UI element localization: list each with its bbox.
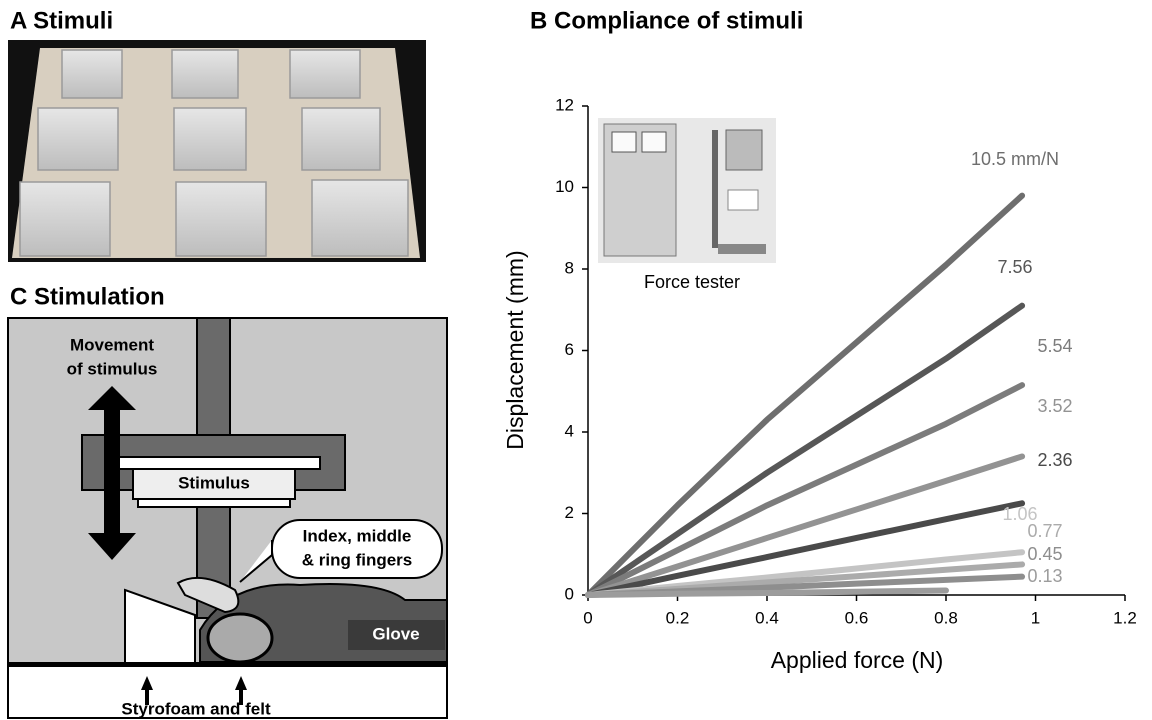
x-axis-label: Applied force (N) xyxy=(771,647,944,673)
movement-label: Movement xyxy=(70,335,154,354)
x-tick-label: 0.4 xyxy=(755,608,779,627)
y-tick-label: 12 xyxy=(555,95,574,114)
stimulus-label: Stimulus xyxy=(178,473,250,492)
series-label: 7.56 xyxy=(997,257,1032,277)
x-tick-label: 0.6 xyxy=(845,608,869,627)
y-tick-label: 6 xyxy=(565,340,574,359)
movement-label: of stimulus xyxy=(67,359,158,378)
chart-title: B Compliance of stimuli xyxy=(530,7,803,34)
y-axis-label: Displacement (mm) xyxy=(502,250,528,449)
inset-caption: Force tester xyxy=(644,272,740,292)
base-label: Styrofoam and felt xyxy=(121,699,271,718)
fingers-label: & ring fingers xyxy=(302,550,413,569)
series-label: 3.52 xyxy=(1037,396,1072,416)
y-tick-label: 0 xyxy=(565,584,574,603)
series-line xyxy=(588,385,1022,595)
y-tick-label: 8 xyxy=(565,258,574,277)
fingers-label: Index, middle xyxy=(303,526,412,545)
glove-label: Glove xyxy=(372,624,419,643)
figure: A Stimuli C Stimulation Movement of stim… xyxy=(0,0,1152,720)
y-tick-label: 2 xyxy=(565,503,574,522)
y-tick-label: 10 xyxy=(555,177,574,196)
x-tick-label: 1.2 xyxy=(1113,608,1137,627)
series-label: 0.77 xyxy=(1027,521,1062,541)
y-tick-label: 4 xyxy=(565,421,574,440)
series-label: 0.13 xyxy=(1027,566,1062,586)
panel-a-title: A Stimuli xyxy=(10,7,113,34)
series-label: 5.54 xyxy=(1037,336,1072,356)
x-tick-label: 0.8 xyxy=(934,608,958,627)
x-tick-label: 1 xyxy=(1031,608,1040,627)
series-label: 0.45 xyxy=(1027,544,1062,564)
stimuli-photo xyxy=(8,40,426,262)
x-tick-label: 0 xyxy=(583,608,592,627)
x-tick-label: 0.2 xyxy=(666,608,690,627)
force-tester-photo xyxy=(598,118,776,263)
panel-c-title: C Stimulation xyxy=(10,283,165,310)
series-label: 10.5 mm/N xyxy=(971,149,1059,169)
series-label: 2.36 xyxy=(1037,450,1072,470)
